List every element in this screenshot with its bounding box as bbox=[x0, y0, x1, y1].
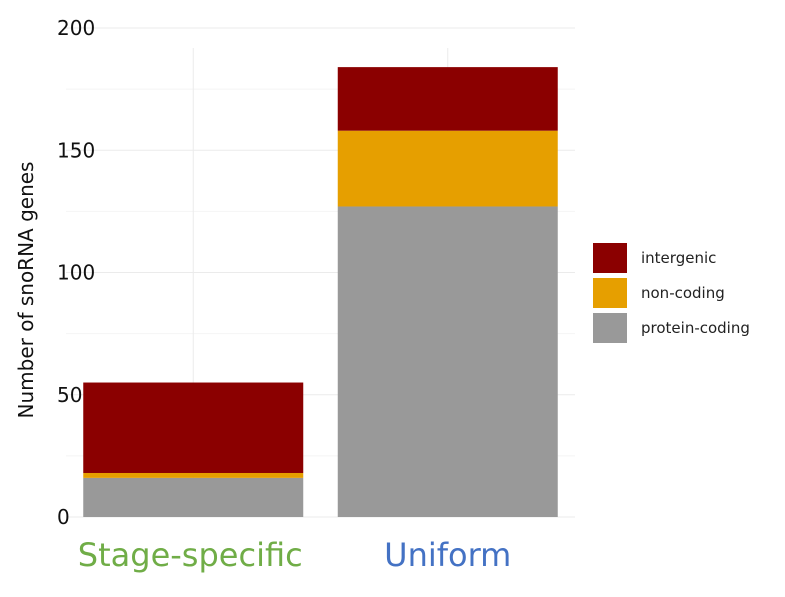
legend-label: protein-coding bbox=[641, 319, 750, 337]
bar-segment-intergenic bbox=[83, 382, 304, 473]
legend: intergenic non-coding protein-coding bbox=[593, 243, 750, 343]
x-category-label: Stage-specific bbox=[78, 536, 303, 574]
legend-label: intergenic bbox=[641, 249, 716, 267]
bar-segment-protein-coding bbox=[337, 206, 558, 518]
x-category-label: Uniform bbox=[384, 536, 511, 574]
legend-key bbox=[593, 313, 627, 343]
bar-segment-non-coding bbox=[337, 130, 558, 207]
legend-label: non-coding bbox=[641, 284, 725, 302]
bars bbox=[83, 67, 558, 518]
x-axis-categories: Stage-specific Uniform bbox=[78, 536, 512, 574]
y-tick-label: 100 bbox=[57, 261, 95, 285]
y-tick-label: 0 bbox=[57, 505, 70, 529]
bar-segment-intergenic bbox=[337, 67, 558, 131]
y-tick-label: 150 bbox=[57, 138, 95, 162]
bar-segment-non-coding bbox=[83, 472, 304, 478]
y-tick-label: 50 bbox=[57, 383, 82, 407]
y-axis-ticks: 0 50 100 150 200 bbox=[57, 16, 95, 529]
legend-key bbox=[593, 243, 627, 273]
legend-key bbox=[593, 278, 627, 308]
bar-segment-protein-coding bbox=[83, 477, 304, 517]
y-axis-label: Number of snoRNA genes bbox=[14, 162, 38, 419]
y-tick-label: 200 bbox=[57, 16, 95, 40]
